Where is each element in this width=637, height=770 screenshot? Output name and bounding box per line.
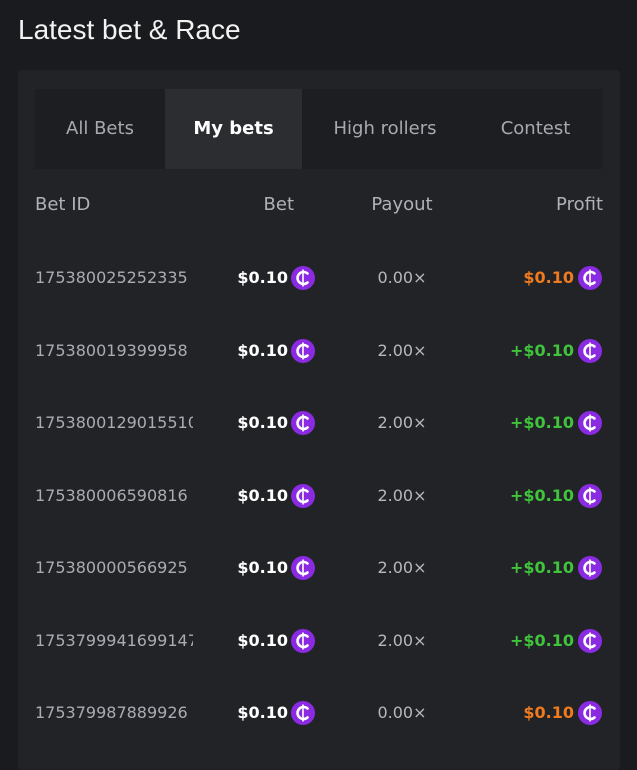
profit: +$0.10 (509, 485, 574, 505)
tab-bar: All Bets My bets High rollers Contest (35, 89, 603, 169)
page: Latest bet & Race All Bets My bets High ro… (18, 14, 603, 725)
bet-amount: $0.10 (237, 558, 288, 577)
bet-id: 175379987889926 (35, 703, 188, 722)
coin-icon (291, 701, 315, 725)
profit: +$0.10 (509, 558, 574, 577)
bet-amount: $0.10 (237, 703, 288, 722)
coin-icon (578, 556, 602, 580)
bet-id: 175380006590816 (35, 485, 188, 505)
coin-icon (578, 701, 602, 725)
tab[interactable]: Contest (500, 118, 571, 139)
payout: 2.00× (377, 630, 427, 650)
panel (18, 70, 620, 770)
profit: +$0.10 (509, 413, 574, 432)
coin-icon (291, 628, 315, 653)
tab[interactable]: All Bets (66, 118, 134, 139)
coin-icon (578, 628, 602, 653)
coin-icon (291, 556, 315, 580)
payout: 0.00× (377, 703, 427, 722)
bet-id: 175380025252335 (35, 268, 188, 287)
payout: 2.00× (377, 558, 427, 577)
bet-id: 1753799941699147 (35, 630, 193, 650)
column-header: Payout (371, 194, 433, 215)
profit: $0.10 (523, 268, 574, 287)
bet-id: 175380019399958 (35, 340, 188, 360)
coin-icon (291, 338, 315, 363)
payout: 0.00× (377, 268, 427, 287)
bet-amount: $0.10 (237, 268, 288, 287)
payout: 2.00× (377, 413, 427, 432)
bet-id: 175380000566925 (35, 558, 188, 577)
coin-icon (578, 411, 602, 435)
payout: 2.00× (377, 485, 427, 505)
tab[interactable]: My bets (165, 89, 302, 169)
column-header: Bet (263, 194, 294, 215)
tab[interactable]: High rollers (333, 118, 437, 139)
bet-id: 1753800129015510 (35, 413, 193, 432)
coin-icon (291, 483, 315, 508)
coin-icon (291, 411, 315, 435)
bet-amount: $0.10 (237, 630, 288, 650)
bet-amount: $0.10 (237, 340, 288, 360)
bet-amount: $0.10 (237, 413, 288, 432)
profit: +$0.10 (509, 630, 574, 650)
coin-icon (578, 483, 602, 508)
title: Latest bet & Race (18, 14, 241, 45)
profit: $0.10 (523, 703, 574, 722)
coin-icon (578, 266, 602, 290)
profit: +$0.10 (509, 340, 574, 360)
coin-icon (578, 338, 602, 363)
column-header: Bet ID (35, 194, 91, 215)
bet-amount: $0.10 (237, 485, 288, 505)
column-header: Profit (556, 194, 603, 215)
coin-icon (291, 266, 315, 290)
payout: 2.00× (377, 340, 427, 360)
